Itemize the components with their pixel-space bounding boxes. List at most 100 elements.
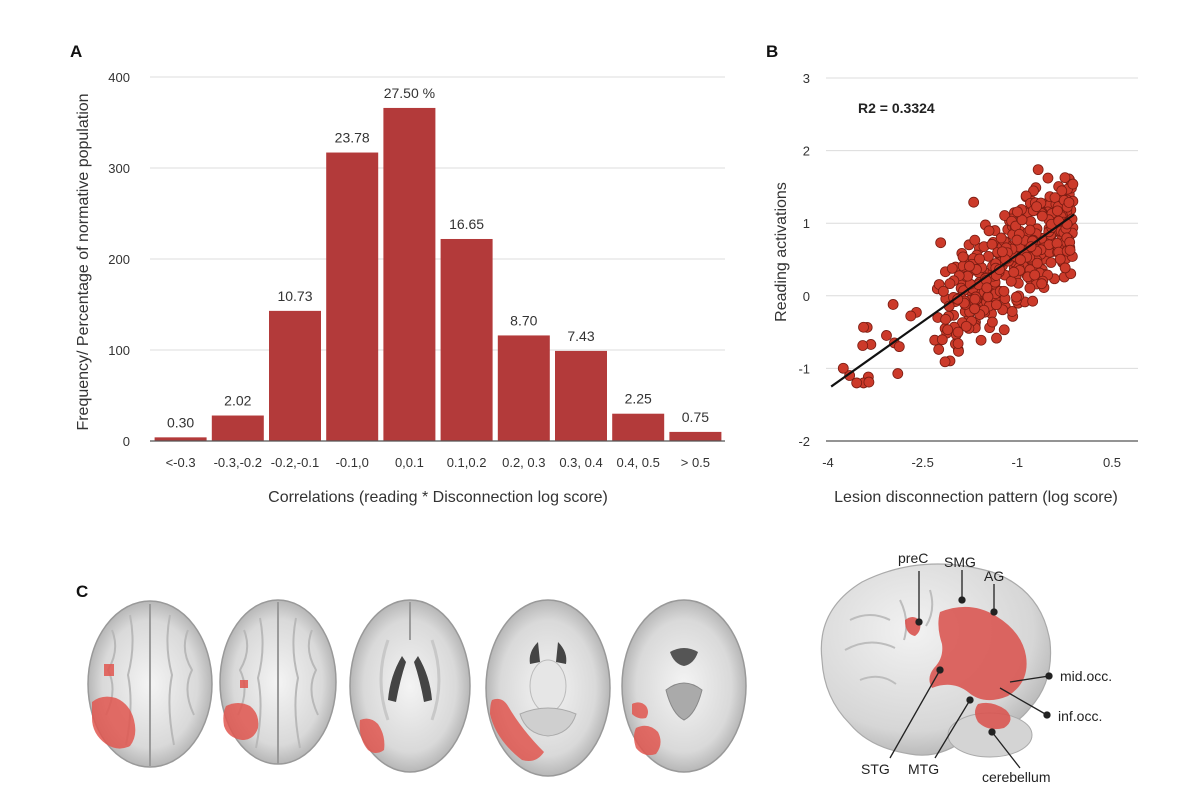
scatter-point xyxy=(942,324,954,336)
scatter-point xyxy=(863,376,875,388)
scatter-point xyxy=(995,232,1007,244)
histogram-bar-label: 16.65 xyxy=(449,216,484,232)
histogram-bar xyxy=(154,437,207,441)
histogram-bar xyxy=(326,152,379,441)
histogram-x-tick-label: 0.1,0.2 xyxy=(447,455,487,470)
histogram-bar-label: 2.02 xyxy=(224,393,251,409)
scatter-points xyxy=(837,164,1079,389)
scatter-point xyxy=(893,341,905,353)
scatter-point xyxy=(887,299,899,310)
scatter-point xyxy=(1059,172,1071,184)
histogram-bar-label: 0.75 xyxy=(682,409,709,425)
scatter-y-tick-label: 3 xyxy=(803,71,810,86)
scatter-y-ticks: -2 -1 0 1 2 3 xyxy=(798,71,810,449)
scatter-x-tick-label: -1 xyxy=(1012,455,1024,470)
label-inf-occ: inf.occ. xyxy=(1058,708,1102,724)
panel-label-c: C xyxy=(76,582,88,601)
scatter-point xyxy=(969,234,981,246)
axial-brain-slices xyxy=(87,599,747,777)
histogram-x-tick-label: <-0.3 xyxy=(166,455,196,470)
scatter-point xyxy=(935,237,947,249)
histogram-x-tick-label: -0.3,-0.2 xyxy=(214,455,262,470)
scatter-point xyxy=(1006,306,1018,317)
scatter-point xyxy=(969,303,980,315)
scatter-point xyxy=(1024,282,1036,294)
scatter-point xyxy=(940,313,952,325)
scatter-point xyxy=(1036,210,1048,222)
scatter-point xyxy=(974,253,985,265)
r-squared-annotation: R2 = 0.3324 xyxy=(858,100,935,116)
brain-slice-3 xyxy=(349,599,471,773)
histogram-y-title: Frequency/ Percentage of normative popul… xyxy=(75,93,92,430)
scatter-point xyxy=(975,334,987,346)
brain-slice-5 xyxy=(621,599,747,773)
brain-slice-1 xyxy=(87,600,213,768)
scatter-point xyxy=(1029,269,1041,281)
histogram-x-ticks: <-0.3 -0.3,-0.2 -0.2,-0.1 -0.1,0 0,0.1 0.1,0.… xyxy=(166,455,710,470)
histogram-y-tick-label: 400 xyxy=(108,70,130,85)
label-SMG: SMG xyxy=(944,554,976,570)
scatter-point xyxy=(1031,201,1043,213)
scatter-point xyxy=(996,246,1008,258)
panel-label-b: B xyxy=(766,42,778,61)
histogram-bars xyxy=(154,107,722,441)
histogram-bar-label: 0.30 xyxy=(167,414,194,430)
scatter-point xyxy=(1042,172,1054,184)
scatter-point xyxy=(1010,291,1022,303)
scatter-y-tick-label: -2 xyxy=(798,434,810,449)
lesion-overlay xyxy=(223,703,259,740)
scatter-point xyxy=(851,377,863,389)
histogram-bar xyxy=(612,413,665,441)
scatter-point xyxy=(1064,244,1076,256)
scatter-y-tick-label: 0 xyxy=(803,289,810,304)
histogram-y-tick-label: 200 xyxy=(108,252,130,267)
scatter-point xyxy=(1063,197,1075,208)
scatter-point xyxy=(1015,254,1026,266)
histogram-y-tick-label: 300 xyxy=(108,161,130,176)
scatter-point xyxy=(968,196,980,208)
histogram-bar-label: 7.43 xyxy=(567,328,594,344)
histogram-bar xyxy=(440,238,493,441)
scatter-point xyxy=(952,338,964,349)
histogram-y-tick-label: 0 xyxy=(123,434,130,449)
scatter-x-tick-label: 0.5 xyxy=(1103,455,1121,470)
scatter-point xyxy=(986,238,998,250)
scatter-point xyxy=(933,344,945,355)
scatter-point xyxy=(987,316,998,328)
histogram-bar xyxy=(383,107,436,441)
scatter-point xyxy=(981,282,993,294)
scatter-point xyxy=(1059,262,1071,274)
scatter-point xyxy=(1008,266,1020,278)
histogram-x-tick-label: -0.2,-0.1 xyxy=(271,455,319,470)
lateral-brain-render xyxy=(820,563,1052,758)
histogram-bar xyxy=(669,431,722,441)
scatter-point xyxy=(1005,275,1017,287)
scatter-point xyxy=(905,310,917,322)
histogram-y-tick-label: 100 xyxy=(108,343,130,358)
regression-line xyxy=(830,213,1075,388)
scatter-point xyxy=(938,285,949,297)
histogram-gridlines xyxy=(150,76,725,351)
scatter-point xyxy=(964,260,975,272)
histogram-bar xyxy=(555,350,607,441)
histogram-x-tick-label: 0,0.1 xyxy=(395,455,424,470)
scatter-point xyxy=(999,210,1011,221)
scatter-point xyxy=(858,321,869,333)
scatter-point xyxy=(1051,237,1063,249)
scatter-point xyxy=(892,368,904,379)
histogram-x-tick-label: > 0.5 xyxy=(681,455,710,470)
lesion-overlay xyxy=(359,718,385,753)
scatter-x-tick-label: -4 xyxy=(822,455,834,470)
scatter-point xyxy=(1024,224,1036,236)
scatter-point xyxy=(1036,278,1048,290)
scatter-point xyxy=(1032,164,1044,176)
brain-labels: preC SMG AG mid.occ. inf.occ. STG MTG ce… xyxy=(861,550,1112,785)
label-AG: AG xyxy=(984,568,1004,584)
scatter-point xyxy=(957,251,969,263)
scatter-point xyxy=(998,285,1010,297)
brain-slice-2 xyxy=(219,599,337,765)
brain-slice-4 xyxy=(485,599,611,777)
histogram-bar xyxy=(269,310,321,441)
scatter-point xyxy=(857,340,869,351)
